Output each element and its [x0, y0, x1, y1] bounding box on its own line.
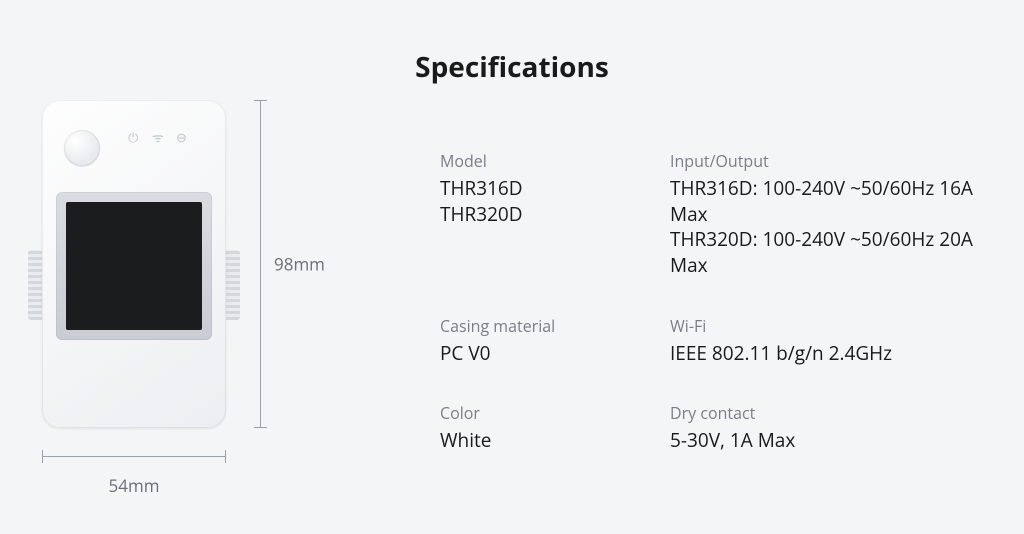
auto-icon: ⊖: [176, 134, 182, 140]
spec-model: Model THR316D THR320D: [440, 150, 670, 279]
spec-label: Wi-Fi: [670, 315, 1012, 337]
spec-value: 5-30V, 1A Max: [670, 428, 1012, 454]
spec-value: PC V0: [440, 341, 670, 367]
device-led-row: ⏻ ᯤ ⊖: [128, 134, 182, 140]
spec-label: Casing material: [440, 315, 670, 337]
spec-value: White: [440, 428, 670, 454]
wifi-icon: ᯤ: [152, 134, 158, 140]
spec-casing-material: Casing material PC V0: [440, 315, 670, 367]
device-button: [64, 130, 100, 166]
power-icon: ⏻: [128, 134, 134, 140]
spec-value: IEEE 802.11 b/g/n 2.4GHz: [670, 341, 1012, 367]
spec-dry-contact: Dry contact 5-30V, 1A Max: [670, 402, 1012, 454]
spec-label: Color: [440, 402, 670, 424]
mount-clip-right: [224, 250, 240, 320]
spec-label: Input/Output: [670, 150, 1012, 172]
spec-value: THR316D: 100-240V ~50/60Hz 16A Max THR32…: [670, 176, 1012, 279]
device-screen-bezel: [56, 192, 212, 340]
device-screen: [66, 202, 202, 330]
spec-input-output: Input/Output THR316D: 100-240V ~50/60Hz …: [670, 150, 1012, 279]
spec-value: THR316D THR320D: [440, 176, 670, 227]
dimension-width-label: 54mm: [42, 474, 226, 497]
spec-label: Model: [440, 150, 670, 172]
page-title: Specifications: [0, 48, 1024, 86]
spec-label: Dry contact: [670, 402, 1012, 424]
spec-wifi: Wi-Fi IEEE 802.11 b/g/n 2.4GHz: [670, 315, 1012, 367]
spec-color: Color White: [440, 402, 670, 454]
specs-grid: Model THR316D THR320D Input/Output THR31…: [440, 150, 1012, 454]
dimension-height-label: 98mm: [274, 253, 325, 276]
device-body: ⏻ ᯤ ⊖: [42, 100, 226, 428]
